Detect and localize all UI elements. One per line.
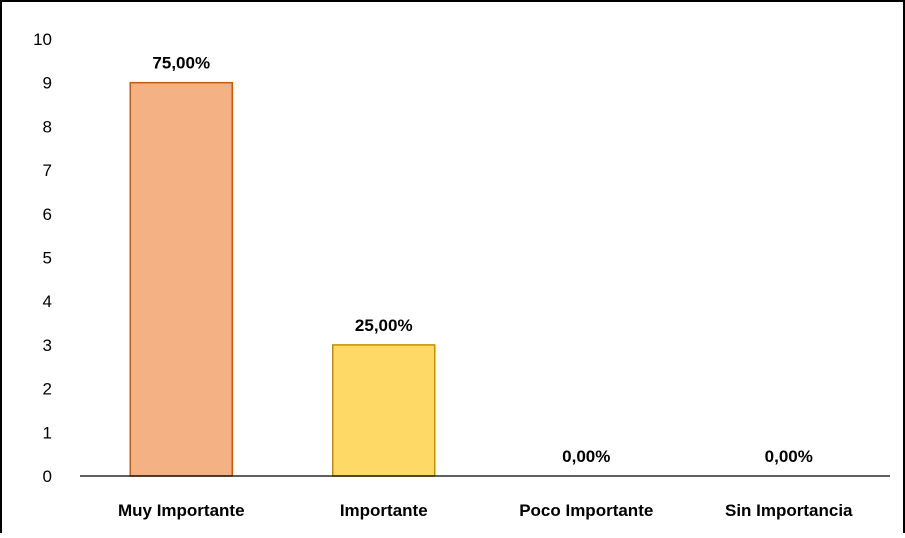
y-tick-label: 1 bbox=[43, 423, 52, 442]
bar bbox=[129, 81, 233, 477]
y-tick-label: 9 bbox=[43, 74, 52, 93]
y-tick-label: 5 bbox=[43, 249, 52, 268]
y-tick-label: 0 bbox=[43, 467, 52, 486]
y-tick-label: 4 bbox=[43, 292, 52, 311]
y-tick-label: 8 bbox=[43, 117, 52, 136]
data-labels: 75,00% 25,00% 0,00% 0,00% bbox=[152, 54, 812, 466]
y-tick-label: 3 bbox=[43, 336, 52, 355]
bar-series bbox=[129, 81, 436, 477]
y-tick-label: 2 bbox=[43, 380, 52, 399]
category-label: Importante bbox=[340, 501, 428, 520]
data-label: 25,00% bbox=[355, 316, 413, 335]
category-label: Sin Importancia bbox=[725, 501, 853, 520]
category-labels: Muy Importante Importante Poco Importante S… bbox=[118, 501, 853, 520]
data-label: 75,00% bbox=[152, 54, 210, 73]
y-tick-label: 10 bbox=[33, 30, 52, 49]
data-label: 0,00% bbox=[562, 447, 610, 466]
data-label: 0,00% bbox=[765, 447, 813, 466]
y-tick-label: 7 bbox=[43, 161, 52, 180]
y-axis-tick-labels: 0 1 2 3 4 5 6 7 8 9 10 bbox=[33, 30, 52, 486]
category-label: Poco Importante bbox=[519, 501, 653, 520]
category-label: Muy Importante bbox=[118, 501, 245, 520]
y-tick-label: 6 bbox=[43, 205, 52, 224]
bar bbox=[332, 344, 436, 477]
